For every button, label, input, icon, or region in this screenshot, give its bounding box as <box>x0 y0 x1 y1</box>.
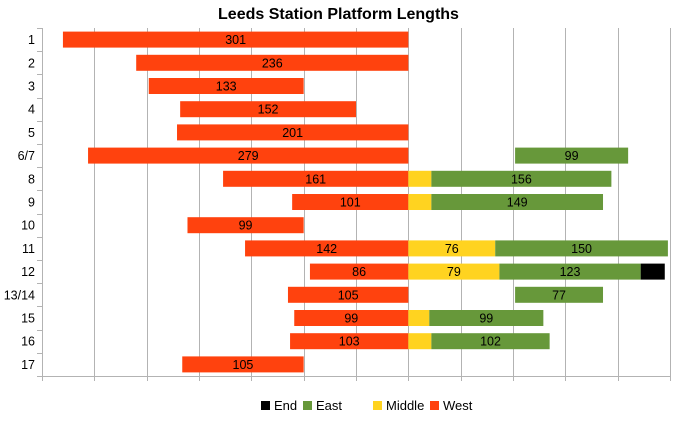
west-bar <box>182 356 304 373</box>
legend-item-end: End <box>261 398 297 413</box>
east-bar <box>495 240 668 257</box>
data-label: 102 <box>480 335 501 349</box>
middle-bar <box>408 333 432 350</box>
legend-swatch <box>261 401 270 410</box>
west-bar <box>309 263 409 280</box>
middle-bar <box>408 240 496 257</box>
legend: End East Middle West <box>0 398 677 416</box>
west-bar <box>294 310 409 326</box>
data-label: 149 <box>507 196 528 210</box>
data-label: 133 <box>216 80 237 94</box>
data-label: 101 <box>340 196 361 210</box>
data-label: 105 <box>338 288 359 302</box>
y-tick-label: 2 <box>28 56 35 70</box>
west-bar <box>88 147 409 164</box>
west-bar <box>292 194 409 210</box>
y-tick-label: 1 <box>28 33 35 47</box>
y-tick-label: 16 <box>21 335 35 349</box>
end-bar <box>640 263 665 280</box>
west-bar <box>148 78 304 94</box>
legend-item-east: East <box>303 398 342 413</box>
data-label: 79 <box>447 265 461 279</box>
middle-bar <box>408 170 432 187</box>
data-label: 123 <box>560 265 581 279</box>
data-label: 142 <box>316 242 337 256</box>
west-bar <box>290 333 409 350</box>
east-bar <box>515 286 604 303</box>
legend-item-middle: Middle <box>373 398 424 413</box>
east-bar <box>515 147 629 164</box>
west-bar <box>62 31 409 48</box>
west-bar <box>177 124 409 141</box>
data-label: 201 <box>282 126 303 140</box>
y-tick-label: 9 <box>28 196 35 210</box>
data-label: 99 <box>565 149 579 163</box>
y-tick-label: 3 <box>28 80 35 94</box>
y-tick-label: 8 <box>28 172 35 186</box>
middle-bar <box>408 194 432 210</box>
east-bar <box>431 170 612 187</box>
west-bar <box>180 101 356 118</box>
data-label: 99 <box>344 312 358 326</box>
y-tick-label: 13/14 <box>4 288 35 302</box>
data-label: 279 <box>238 149 259 163</box>
data-label: 99 <box>239 219 253 233</box>
legend-label: Middle <box>386 398 425 413</box>
legend-swatch <box>430 401 439 410</box>
legend-label: End <box>274 398 298 413</box>
data-label: 236 <box>262 56 283 70</box>
legend-label: East <box>316 398 343 413</box>
y-tick-label: 12 <box>21 265 35 279</box>
legend-label: West <box>443 398 473 413</box>
data-label: 156 <box>511 172 532 186</box>
middle-bar <box>408 310 430 326</box>
west-bar <box>287 286 409 303</box>
data-label: 152 <box>258 103 279 117</box>
bar-series <box>62 31 668 373</box>
y-tick-label: 10 <box>21 219 35 233</box>
west-bar <box>223 170 409 187</box>
legend-swatch <box>373 401 382 410</box>
data-label: 150 <box>571 242 592 256</box>
y-tick-label: 15 <box>21 312 35 326</box>
y-tick-label: 11 <box>22 242 35 256</box>
east-bar <box>431 194 604 210</box>
data-label: 77 <box>552 288 566 302</box>
east-bar <box>499 263 641 280</box>
y-tick-label: 17 <box>21 358 35 372</box>
data-label: 105 <box>233 358 254 372</box>
west-bar <box>245 240 409 257</box>
axes <box>37 28 671 381</box>
y-tick-label: 4 <box>28 103 35 117</box>
legend-item-west: West <box>430 398 472 413</box>
data-label: 161 <box>305 172 326 186</box>
data-label: 301 <box>225 33 246 47</box>
chart-title: Leeds Station Platform Lengths <box>218 6 459 23</box>
west-bar <box>136 54 409 71</box>
y-tick-label: 5 <box>28 126 35 140</box>
middle-bar <box>408 263 500 280</box>
y-tick-label: 6/7 <box>18 149 35 163</box>
east-bar <box>431 333 550 350</box>
data-label: 86 <box>352 265 366 279</box>
data-label: 99 <box>479 312 493 326</box>
data-label: 76 <box>445 242 459 256</box>
legend-swatch <box>303 401 312 410</box>
east-bar <box>429 310 544 326</box>
data-label: 103 <box>339 335 360 349</box>
west-bar <box>187 217 304 234</box>
